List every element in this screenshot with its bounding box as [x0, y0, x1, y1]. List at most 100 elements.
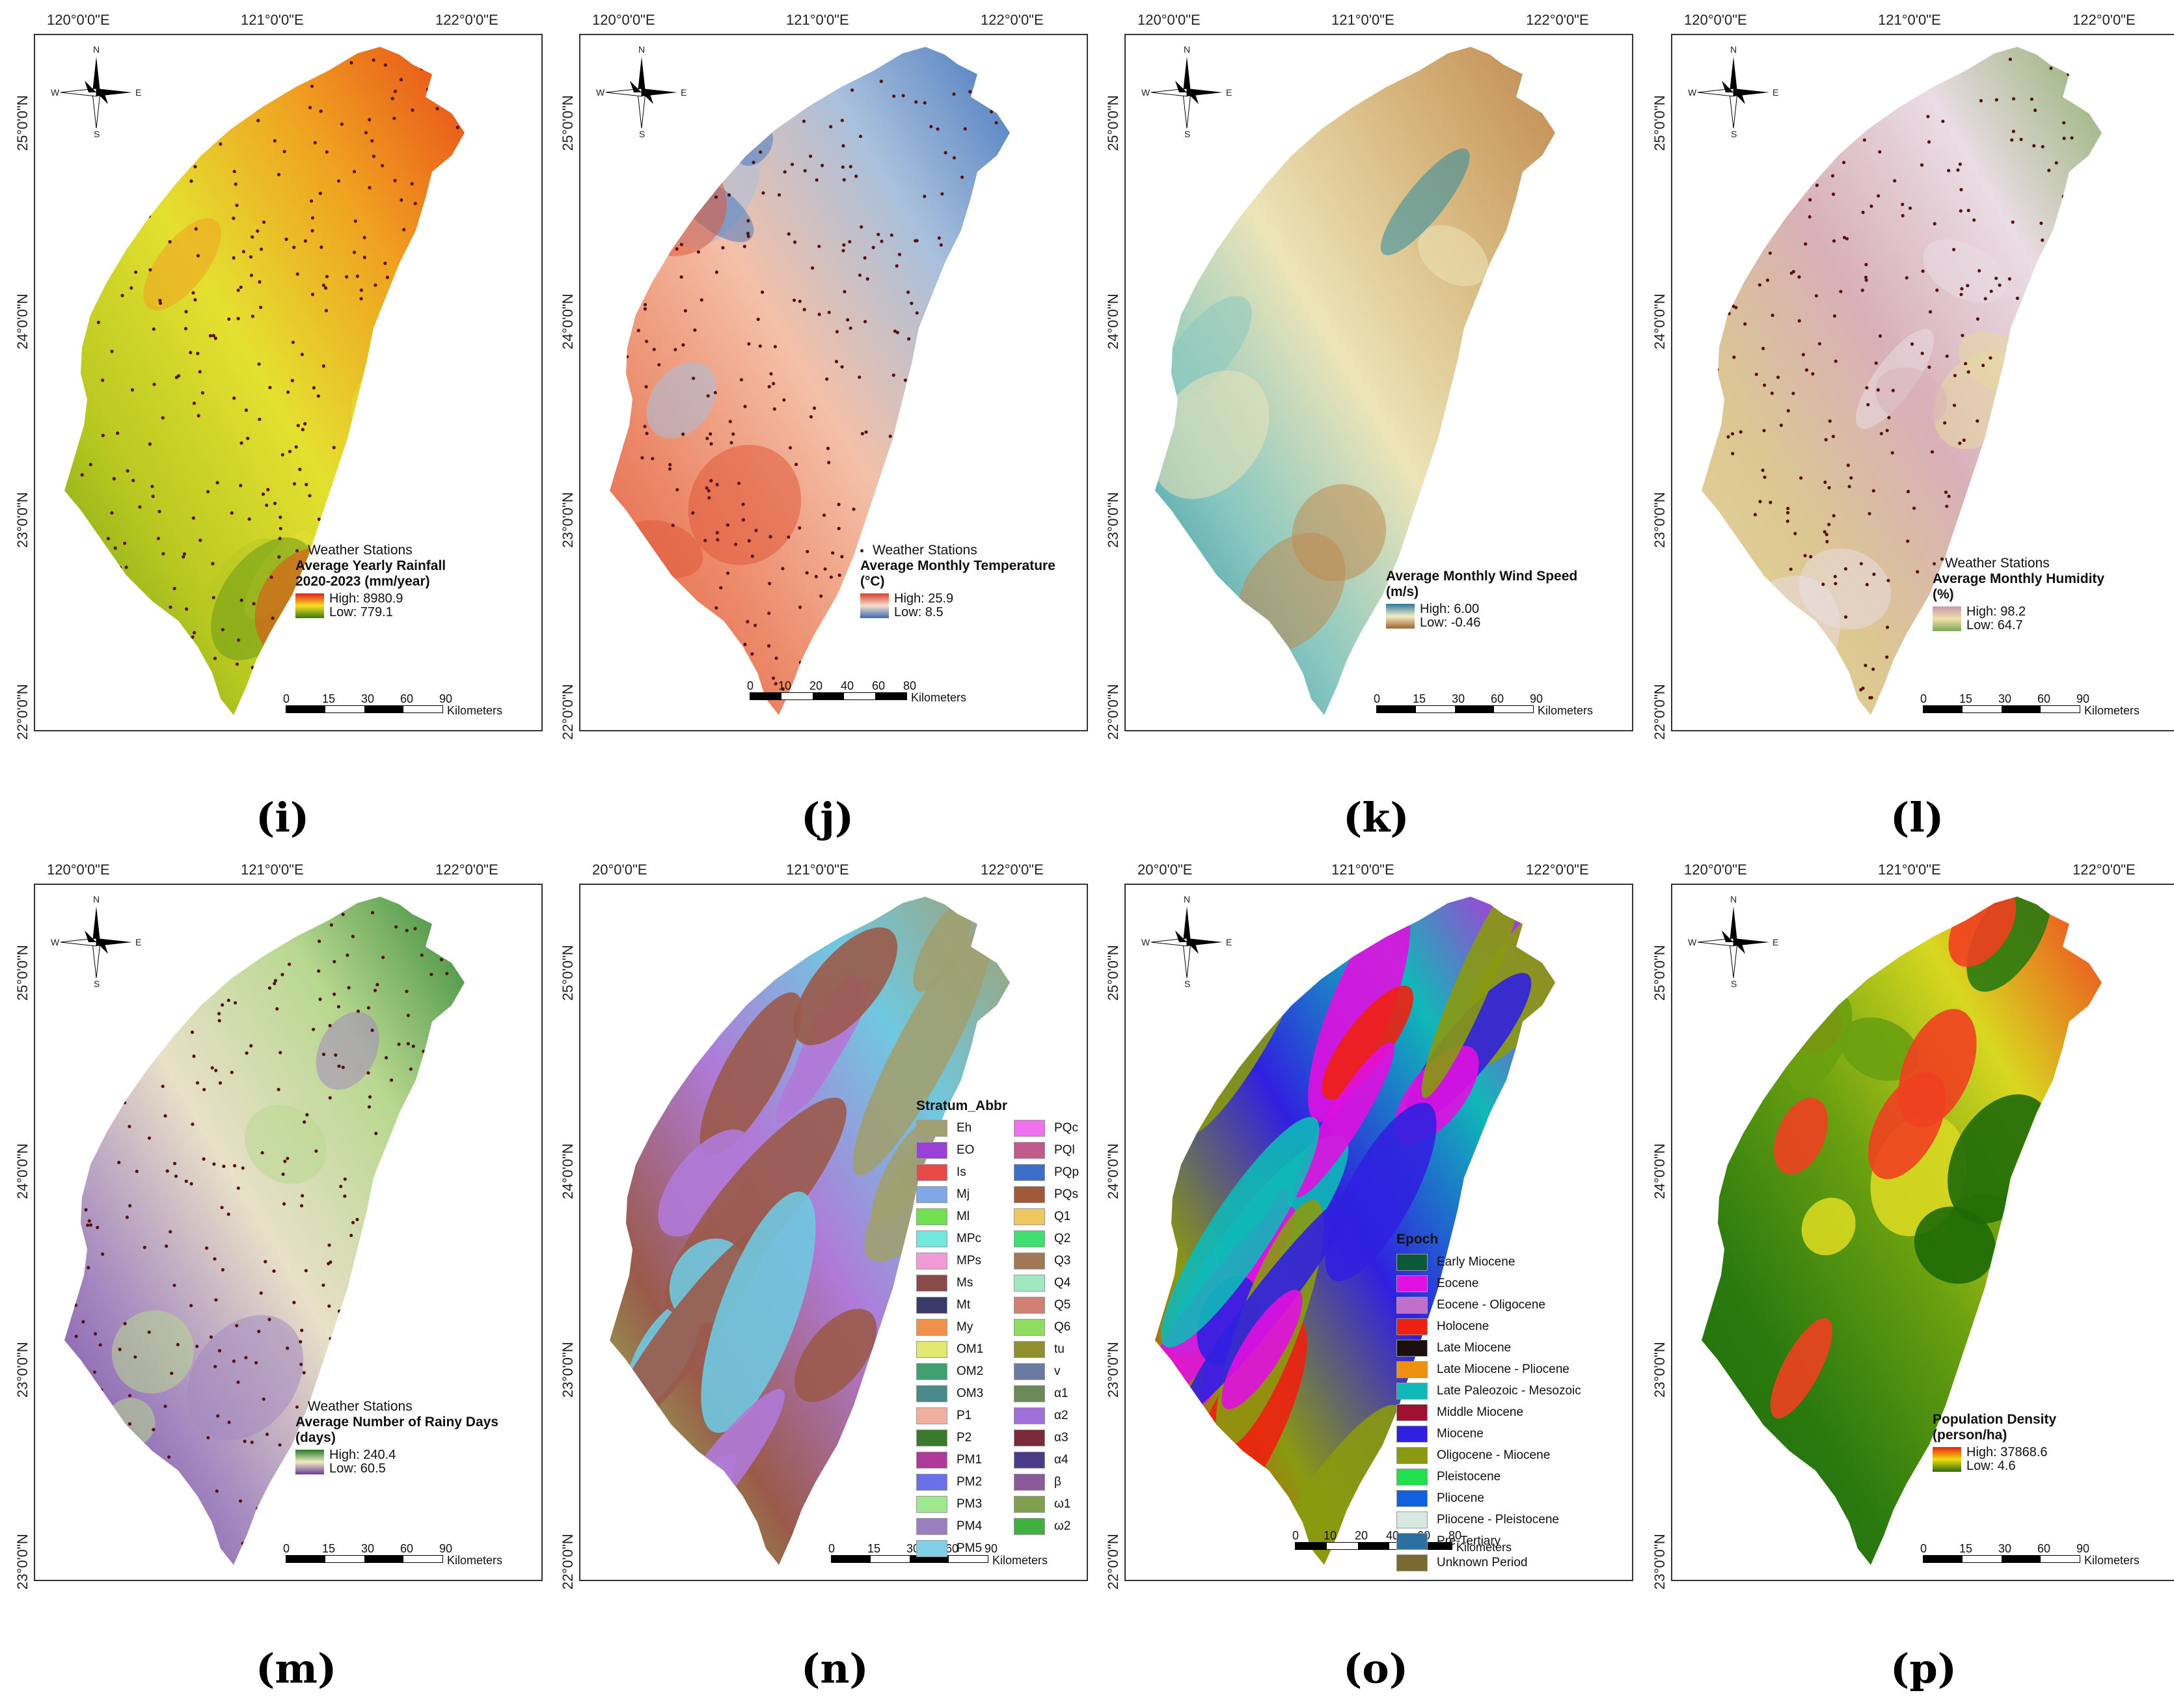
- weather-station-dot: [742, 245, 746, 249]
- weather-station-dot: [999, 268, 1003, 272]
- weather-station-dot: [291, 340, 295, 344]
- weather-station-dot: [446, 1331, 450, 1335]
- weather-station-dot: [158, 299, 162, 303]
- weather-station-dot: [907, 337, 911, 341]
- weather-station-dot: [1003, 408, 1007, 412]
- weather-station-dot: [77, 305, 81, 308]
- map-region: [1421, 897, 1524, 1098]
- weather-station-dot: [159, 141, 163, 145]
- weather-station-dot: [206, 977, 210, 981]
- weather-station-dot: [106, 1532, 110, 1536]
- weather-station-dot: [860, 431, 865, 436]
- weather-station-dot: [299, 1204, 304, 1208]
- weather-station-dot: [989, 110, 994, 114]
- weather-station-dot: [1791, 269, 1795, 274]
- weather-station-dot: [405, 990, 409, 994]
- stratum-legend-item: PQc: [1014, 1119, 1111, 1137]
- weather-station-dot: [1884, 688, 1889, 692]
- weather-station-dot: [643, 424, 647, 429]
- latitude-label: 24°0'0"N: [14, 1143, 31, 1199]
- weather-station-dot: [428, 1143, 431, 1146]
- stratum-legend-item: MPs: [916, 1252, 1014, 1270]
- weather-station-dot: [211, 562, 215, 565]
- map-region: [1221, 1290, 1303, 1409]
- weather-station-dot: [1830, 174, 1835, 178]
- scale-unit: Kilometers: [2084, 1554, 2140, 1567]
- weather-station-dot: [204, 120, 208, 124]
- weather-station-dot: [1803, 554, 1807, 558]
- weather-station-dot: [1763, 647, 1767, 651]
- weather-station-dot: [411, 397, 415, 401]
- weather-station-dot: [323, 286, 328, 290]
- weather-station-dot: [221, 1003, 224, 1007]
- weather-station-dot: [788, 446, 793, 450]
- weather-station-dot: [968, 90, 972, 94]
- weather-station-dot: [455, 126, 459, 129]
- weather-station-dot: [435, 75, 439, 79]
- weather-station-dot: [437, 200, 441, 204]
- weather-station-dot: [1947, 169, 1951, 172]
- weather-station-dot: [798, 605, 802, 609]
- map-region: [1840, 1017, 1920, 1081]
- weather-station-dot: [1827, 522, 1831, 526]
- weather-station-dot: [148, 268, 152, 272]
- weather-station-dot: [837, 573, 841, 577]
- weather-station-dot: [1952, 403, 1957, 407]
- weather-station-dot: [901, 94, 905, 98]
- weather-station-dot: [1846, 463, 1850, 467]
- weather-station-dot: [413, 202, 417, 206]
- weather-station-dot: [232, 216, 236, 221]
- weather-station-dot: [405, 454, 409, 458]
- weather-station-dot: [394, 449, 398, 453]
- weather-station-dot: [949, 686, 953, 690]
- weather-station-dot: [1845, 237, 1849, 241]
- weather-station-dot: [691, 94, 695, 98]
- weather-station-dot: [92, 683, 96, 687]
- weather-station-dot: [746, 232, 750, 236]
- weather-station-dot: [805, 571, 809, 575]
- weather-station-dot: [347, 986, 351, 990]
- weather-station-dot: [691, 511, 695, 515]
- weather-station-dot: [461, 685, 465, 688]
- weather-station-dot: [1726, 435, 1730, 439]
- longitude-label: 121°0'0"E: [786, 861, 849, 878]
- weather-station-dot: [391, 1327, 396, 1331]
- scale-tick: 60: [1491, 692, 1504, 705]
- panel-caption: (l): [1890, 794, 1944, 841]
- taiwan-map: [610, 897, 1010, 1565]
- weather-station-dot: [362, 1356, 366, 1360]
- weather-station-dot: [643, 303, 647, 306]
- weather-station-dot: [1953, 373, 1957, 377]
- color-ramp: [1386, 604, 1415, 629]
- weather-station-dot: [140, 601, 144, 605]
- weather-station-dot: [2048, 432, 2052, 436]
- weather-station-dot: [933, 650, 937, 654]
- map-legend: Weather Stations Average Number of Rainy …: [295, 1399, 498, 1476]
- weather-station-dot: [260, 953, 265, 956]
- weather-station-dot: [414, 1106, 418, 1111]
- weather-station-dot: [251, 314, 255, 318]
- weather-station-dot: [277, 1087, 280, 1092]
- weather-station-dot: [446, 616, 450, 620]
- weather-station-dot: [1761, 346, 1765, 351]
- weather-station-dot: [150, 484, 154, 489]
- weather-station-dot: [147, 1136, 152, 1140]
- weather-station-dot: [798, 526, 802, 530]
- map-panel-l: N S E W Weather Stations Average Monthly Humi…: [1671, 34, 2174, 731]
- weather-station-dot: [211, 334, 215, 338]
- weather-station-dot: [336, 630, 340, 635]
- weather-station-dot: [86, 647, 90, 651]
- weather-station-dot: [1891, 388, 1895, 392]
- scale-tick: 30: [1998, 692, 2012, 705]
- weather-station-dot: [1920, 351, 1924, 355]
- weather-station-dot: [381, 955, 385, 960]
- epoch-legend-item: Pleistocene: [1396, 1466, 1581, 1487]
- epoch-legend-item: Holocene: [1396, 1316, 1581, 1337]
- weather-station-dot: [1847, 485, 1851, 489]
- weather-station-dot: [713, 130, 717, 134]
- weather-station-dot: [411, 108, 414, 112]
- weather-station-dot: [393, 89, 398, 93]
- weather-station-dot: [1808, 215, 1812, 219]
- weather-station-dot: [209, 1335, 213, 1339]
- weather-station-dot: [410, 1130, 414, 1133]
